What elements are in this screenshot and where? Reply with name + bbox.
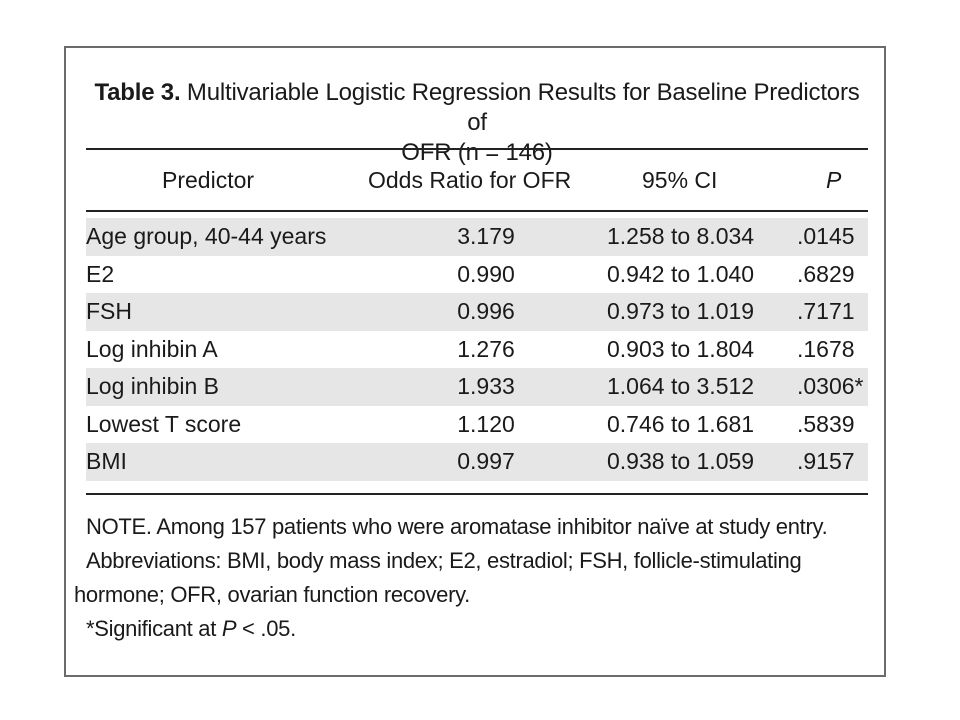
table-frame: Table 3. Multivariable Logistic Regressi… (64, 46, 886, 677)
cell-odds-ratio: 1.933 (457, 373, 515, 399)
cell-p: .1678 (797, 335, 855, 362)
caption-text-line1: Multivariable Logistic Regression Result… (186, 79, 860, 136)
table-body: Age group, 40-44 years 3.179 1.258 to 8.… (86, 218, 868, 481)
cell-p: .0306* (797, 373, 864, 399)
cell-p: .0145 (797, 223, 855, 249)
header-odds-ratio: Odds Ratio for OFR (368, 167, 572, 193)
footnote-abbreviations-cont: hormone; OFR, ovarian function recovery. (74, 582, 470, 607)
bottom-rule (86, 493, 868, 495)
cell-predictor: Log inhibin A (86, 335, 218, 362)
table-row: Log inhibin B 1.933 1.064 to 3.512 .0306… (86, 368, 868, 406)
table-row: Lowest T score 1.120 0.746 to 1.681 .583… (86, 406, 868, 444)
cell-predictor: Log inhibin B (86, 373, 219, 399)
cell-ci: 0.746 to 1.681 (607, 410, 755, 437)
footnote-note: NOTE. Among 157 patients who were aromat… (86, 514, 828, 539)
cell-odds-ratio: 3.179 (457, 223, 515, 249)
header-p: P (826, 167, 842, 193)
table-row: BMI 0.997 0.938 to 1.059 .9157 (86, 443, 868, 481)
sig-suffix: < .05. (236, 616, 296, 641)
sig-prefix: *Significant at (86, 616, 222, 641)
cell-predictor: FSH (86, 298, 132, 324)
footnote-significance: *Significant at P < .05. (74, 612, 880, 646)
cell-ci: 0.942 to 1.040 (607, 260, 755, 287)
header-ci: 95% CI (642, 167, 718, 193)
header-predictor: Predictor (162, 167, 255, 193)
cell-ci: 1.258 to 8.034 (607, 223, 755, 249)
table-row: FSH 0.996 0.973 to 1.019 .7171 (86, 293, 868, 331)
table-row: Log inhibin A 1.276 0.903 to 1.804 .1678 (86, 331, 868, 369)
cell-p: .9157 (797, 448, 855, 474)
header-rule (86, 210, 868, 212)
cell-predictor: BMI (86, 448, 127, 474)
cell-odds-ratio: 1.276 (457, 335, 515, 362)
table-footnotes: NOTE. Among 157 patients who were aromat… (74, 510, 880, 646)
cell-odds-ratio: 0.996 (457, 298, 515, 324)
table-header: Predictor Odds Ratio for OFR 95% CI P (86, 150, 868, 210)
cell-predictor: E2 (86, 260, 115, 287)
cell-predictor: Lowest T score (86, 410, 242, 437)
cell-p: .7171 (797, 298, 855, 324)
cell-odds-ratio: 0.997 (457, 448, 515, 474)
table-caption: Table 3. Multivariable Logistic Regressi… (86, 78, 868, 168)
cell-odds-ratio: 1.120 (457, 410, 515, 437)
cell-p: .5839 (797, 410, 855, 437)
cell-predictor: Age group, 40-44 years (86, 223, 327, 249)
table-row: Age group, 40-44 years 3.179 1.258 to 8.… (86, 218, 868, 256)
cell-ci: 0.938 to 1.059 (607, 448, 755, 474)
cell-odds-ratio: 0.990 (457, 260, 515, 287)
caption-label: Table 3. (94, 79, 181, 106)
top-rule (86, 148, 868, 150)
cell-ci: 0.903 to 1.804 (607, 335, 755, 362)
cell-ci: 0.973 to 1.019 (607, 298, 755, 324)
table-row: E2 0.990 0.942 to 1.040 .6829 (86, 256, 868, 294)
cell-ci: 1.064 to 3.512 (607, 373, 755, 399)
sig-p: P (221, 616, 237, 641)
cell-p: .6829 (797, 260, 855, 287)
footnote-abbreviations: Abbreviations: BMI, body mass index; E2,… (86, 548, 802, 573)
caption-text-line2: OFR (n = 146) (401, 139, 553, 166)
